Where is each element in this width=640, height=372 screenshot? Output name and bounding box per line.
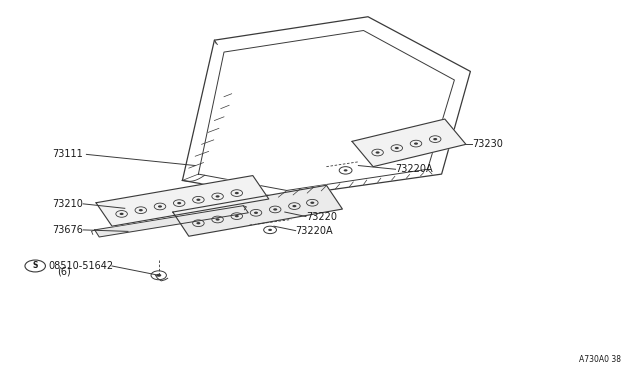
Text: 73676: 73676 bbox=[52, 225, 83, 235]
Circle shape bbox=[235, 215, 239, 217]
Polygon shape bbox=[182, 17, 470, 197]
Circle shape bbox=[433, 138, 437, 140]
Circle shape bbox=[273, 208, 277, 211]
Polygon shape bbox=[352, 119, 466, 167]
Text: 73220: 73220 bbox=[306, 212, 337, 221]
Polygon shape bbox=[95, 206, 248, 237]
Text: 73210: 73210 bbox=[52, 199, 83, 209]
Text: 73220A: 73220A bbox=[296, 226, 333, 235]
Circle shape bbox=[414, 142, 418, 145]
Text: 08510-51642: 08510-51642 bbox=[48, 261, 113, 271]
Text: 73230: 73230 bbox=[472, 140, 503, 149]
Text: 73111: 73111 bbox=[52, 150, 83, 159]
Text: (6): (6) bbox=[58, 267, 71, 276]
Circle shape bbox=[177, 202, 181, 204]
Circle shape bbox=[376, 151, 380, 154]
Circle shape bbox=[216, 218, 220, 221]
Text: S: S bbox=[33, 262, 38, 270]
Circle shape bbox=[268, 229, 272, 231]
Circle shape bbox=[120, 213, 124, 215]
Circle shape bbox=[395, 147, 399, 149]
Circle shape bbox=[156, 274, 161, 277]
Text: 73220A: 73220A bbox=[396, 164, 433, 174]
Circle shape bbox=[158, 205, 162, 208]
Circle shape bbox=[344, 169, 348, 171]
Circle shape bbox=[196, 222, 200, 224]
Circle shape bbox=[292, 205, 296, 207]
Circle shape bbox=[235, 192, 239, 194]
Circle shape bbox=[139, 209, 143, 211]
Circle shape bbox=[216, 195, 220, 198]
Text: A730A0 38: A730A0 38 bbox=[579, 355, 621, 364]
Circle shape bbox=[254, 212, 258, 214]
Polygon shape bbox=[173, 185, 342, 236]
Polygon shape bbox=[96, 176, 269, 226]
Circle shape bbox=[196, 199, 200, 201]
Circle shape bbox=[310, 202, 314, 204]
